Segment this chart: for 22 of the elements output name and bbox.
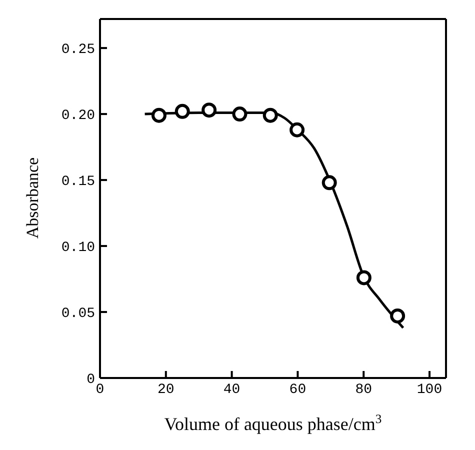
x-axis-title: Volume of aqueous phase/cm$^{3}$ <box>164 412 382 434</box>
point <box>356 270 372 286</box>
y-tick-label: 0.20 <box>61 108 95 124</box>
y-tick-label: 0.10 <box>61 240 95 256</box>
y-tick-label: 0.15 <box>61 174 95 190</box>
y-tick-label: 0 <box>86 372 95 388</box>
x-tick-label: 40 <box>223 382 240 398</box>
point <box>151 108 166 123</box>
y-tick-label: 0.25 <box>61 42 95 58</box>
x-tick-label: 80 <box>355 382 372 398</box>
point <box>290 122 305 138</box>
y-axis-title: Absorbance <box>23 157 42 239</box>
point <box>390 308 406 324</box>
point <box>232 106 248 122</box>
point <box>174 104 190 119</box>
y-tick-label: 0.05 <box>61 306 95 322</box>
x-tick-label: 20 <box>158 382 174 398</box>
point <box>262 108 278 123</box>
point <box>322 175 337 190</box>
x-tick-label: 100 <box>416 382 442 398</box>
x-tick-label: 60 <box>289 382 306 398</box>
point <box>202 102 217 118</box>
